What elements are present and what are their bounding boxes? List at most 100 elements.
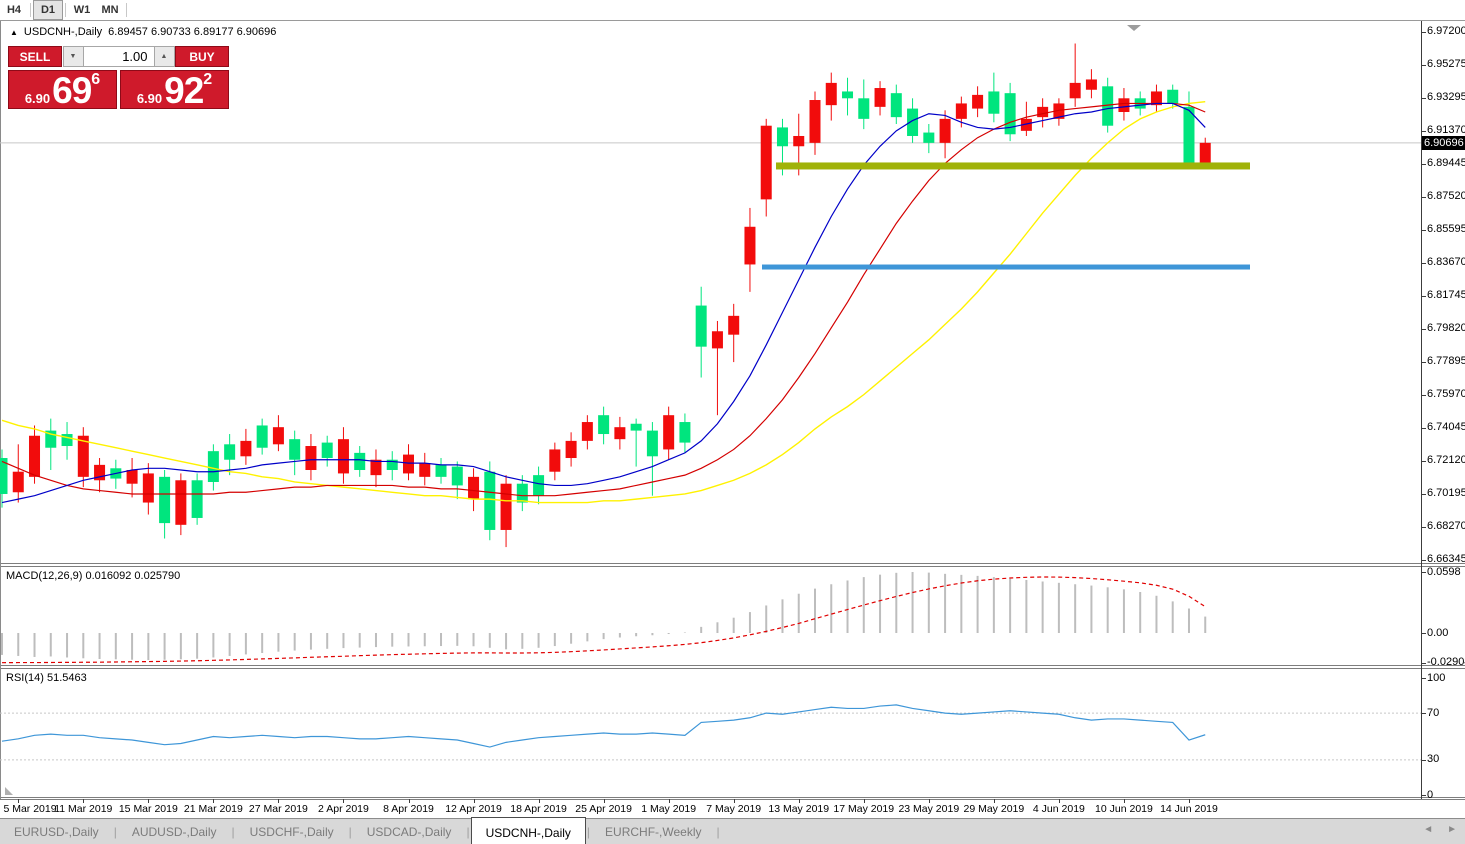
volume-increase-button[interactable]: ▲	[153, 46, 175, 67]
axis-tick	[1421, 559, 1426, 561]
axis-tick	[1421, 262, 1426, 264]
candle-body	[77, 435, 89, 477]
axis-label: 6.85595	[1427, 223, 1465, 236]
axis-tick	[1421, 97, 1426, 99]
time-axis-tick	[603, 799, 605, 803]
sell-quote-button[interactable]: 6.90 69 6	[8, 70, 117, 109]
axis-label: 6.81745	[1427, 289, 1465, 302]
axis-tick	[1421, 678, 1426, 679]
chart-tab-audusd-daily[interactable]: AUDUSD-,Daily	[131, 825, 217, 839]
axis-label: 6.95275	[1427, 58, 1465, 71]
olive-support-line[interactable]	[776, 162, 1250, 170]
axis-tick	[1421, 163, 1426, 165]
tab-separator: |	[586, 825, 591, 839]
pane-separator	[0, 797, 1465, 798]
axis-tick	[1421, 196, 1426, 198]
candle-body	[321, 442, 333, 459]
time-axis-tick	[538, 799, 540, 803]
time-axis-tick	[408, 799, 410, 803]
tab-scroll-right-icon[interactable]: ►	[1447, 824, 1457, 835]
timeframe-button-h4[interactable]: H4	[6, 4, 22, 16]
candle-body	[1085, 79, 1097, 90]
time-axis-label: 12 Apr 2019	[445, 803, 502, 815]
pane-separator[interactable]	[0, 665, 1465, 666]
candle-body	[695, 305, 707, 347]
candle-body	[988, 91, 1000, 114]
candle-body	[191, 480, 203, 518]
toolbar-separator	[126, 3, 127, 17]
chart-tab-eurchf-weekly[interactable]: EURCHF-,Weekly	[605, 825, 702, 839]
axis-label: 6.97200	[1427, 25, 1465, 37]
candle-body	[533, 475, 545, 496]
time-axis-label: 13 May 2019	[768, 803, 830, 815]
tab-scroll-left-icon[interactable]: ◄	[1423, 824, 1434, 835]
time-axis-label: 1 May 2019	[641, 803, 697, 815]
axis-tick	[1421, 713, 1426, 715]
candle-body	[614, 427, 626, 440]
candle-body	[972, 94, 984, 109]
ohlc-values: 6.89457 6.90733 6.89177 6.90696	[108, 26, 277, 38]
candle-body	[29, 435, 41, 477]
candle-body	[126, 470, 138, 484]
candle-body	[776, 127, 788, 147]
blue-support-line[interactable]	[762, 264, 1250, 270]
candle-body	[354, 452, 366, 471]
time-axis-label: 7 May 2019	[706, 803, 762, 815]
time-axis-tick	[1188, 799, 1190, 803]
pane-resize-grip-icon[interactable]	[5, 787, 13, 795]
buy-price-big: 92	[164, 70, 204, 111]
chart-shift-marker-icon[interactable]	[1127, 25, 1141, 31]
candle-body	[825, 82, 837, 106]
time-axis-tick	[928, 799, 930, 803]
volume-input[interactable]: 1.00	[83, 46, 154, 67]
candle-body	[955, 103, 967, 119]
tab-separator: |	[716, 825, 720, 839]
candle-body	[679, 422, 691, 443]
time-axis-label: 8 Apr 2019	[383, 803, 434, 815]
timeframe-button-d1[interactable]: D1	[33, 0, 63, 20]
candle-body	[256, 425, 268, 448]
axis-tick	[1421, 328, 1426, 330]
macd-histogram	[1, 572, 1207, 661]
one-click-collapse-icon[interactable]: ▲	[10, 27, 18, 37]
axis-label: 6.79820	[1427, 322, 1465, 335]
chart-tab-usdchf-daily[interactable]: USDCHF-,Daily	[249, 825, 334, 839]
axis-tick	[1421, 572, 1426, 573]
axis-label: 6.68270	[1427, 520, 1465, 533]
time-axis-tick	[668, 799, 670, 803]
candle-body	[907, 108, 919, 136]
chart-tab-usdcad-daily[interactable]: USDCAD-,Daily	[366, 825, 452, 839]
candle-body	[451, 466, 463, 486]
axis-tick	[1421, 759, 1426, 761]
chart-tab-usdcnh-daily[interactable]: USDCNH-,Daily	[470, 817, 586, 844]
buy-quote-button[interactable]: 6.90 92 2	[120, 70, 229, 109]
time-axis-label: 2 Apr 2019	[318, 803, 369, 815]
time-axis-tick	[278, 799, 280, 803]
candle-body	[419, 463, 431, 477]
pane-separator[interactable]	[0, 563, 1465, 564]
candle-body	[1053, 103, 1065, 119]
timeframe-button-mn[interactable]: MN	[101, 4, 119, 16]
sell-price-prefix: 6.90	[24, 91, 51, 106]
chart-tab-eurusd-daily[interactable]: EURUSD-,Daily	[14, 825, 99, 839]
time-axis-label: 25 Apr 2019	[575, 803, 632, 815]
axis-tick	[1421, 633, 1426, 634]
volume-decrease-button[interactable]: ▼	[62, 46, 84, 67]
time-axis-label: 27 Mar 2019	[248, 803, 308, 815]
candle-body	[240, 440, 252, 457]
timeframe-button-w1[interactable]: W1	[73, 4, 91, 16]
time-axis-tick	[863, 799, 865, 803]
time-axis-label: 17 May 2019	[833, 803, 895, 815]
sell-button[interactable]: SELL	[8, 46, 62, 67]
candle-body	[1004, 93, 1016, 135]
candle-body	[1037, 106, 1049, 118]
candle-body	[484, 471, 496, 530]
sell-price-sup: 6	[91, 71, 101, 88]
axis-label: 0.00	[1427, 626, 1449, 639]
candle-body	[1199, 142, 1211, 164]
candle-body	[939, 118, 951, 143]
buy-button[interactable]: BUY	[175, 46, 229, 67]
axis-label: 0	[1427, 788, 1434, 801]
time-axis-tick	[18, 799, 20, 803]
